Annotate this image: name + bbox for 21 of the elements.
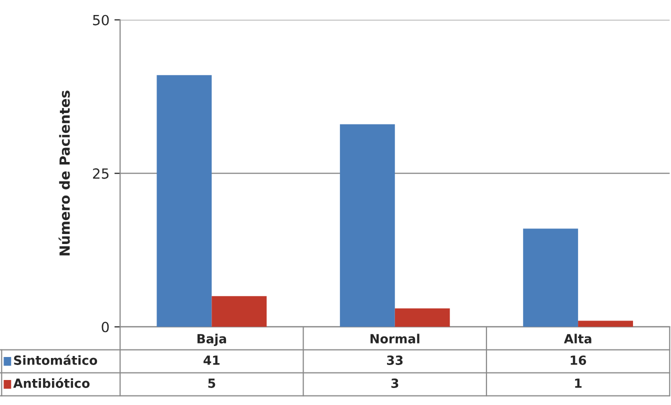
- bar: [340, 124, 395, 327]
- x-tick-label: Baja: [198, 334, 226, 346]
- legend-label: Sintomático: [14, 354, 98, 365]
- legend-label: Antibiótico: [13, 378, 90, 388]
- bar: [156, 75, 212, 327]
- bar: [578, 320, 634, 327]
- y-axis-title: Número de Pacientes: [58, 90, 70, 256]
- x-tick-label: Alta: [564, 334, 592, 344]
- data-label: 33: [387, 356, 403, 365]
- y-tick-label: 0: [102, 322, 109, 332]
- y-tick-label: 50: [93, 14, 109, 26]
- data-label: 41: [204, 356, 220, 365]
- data-label: 5: [208, 378, 216, 388]
- x-tick-label: Normal: [370, 334, 420, 344]
- bar: [394, 308, 450, 327]
- y-tick-label: 25: [93, 168, 108, 179]
- data-label: 1: [575, 378, 582, 388]
- data-label: 16: [570, 356, 586, 365]
- bar: [523, 228, 578, 327]
- bar: [212, 296, 267, 327]
- data-label: 3: [391, 378, 398, 388]
